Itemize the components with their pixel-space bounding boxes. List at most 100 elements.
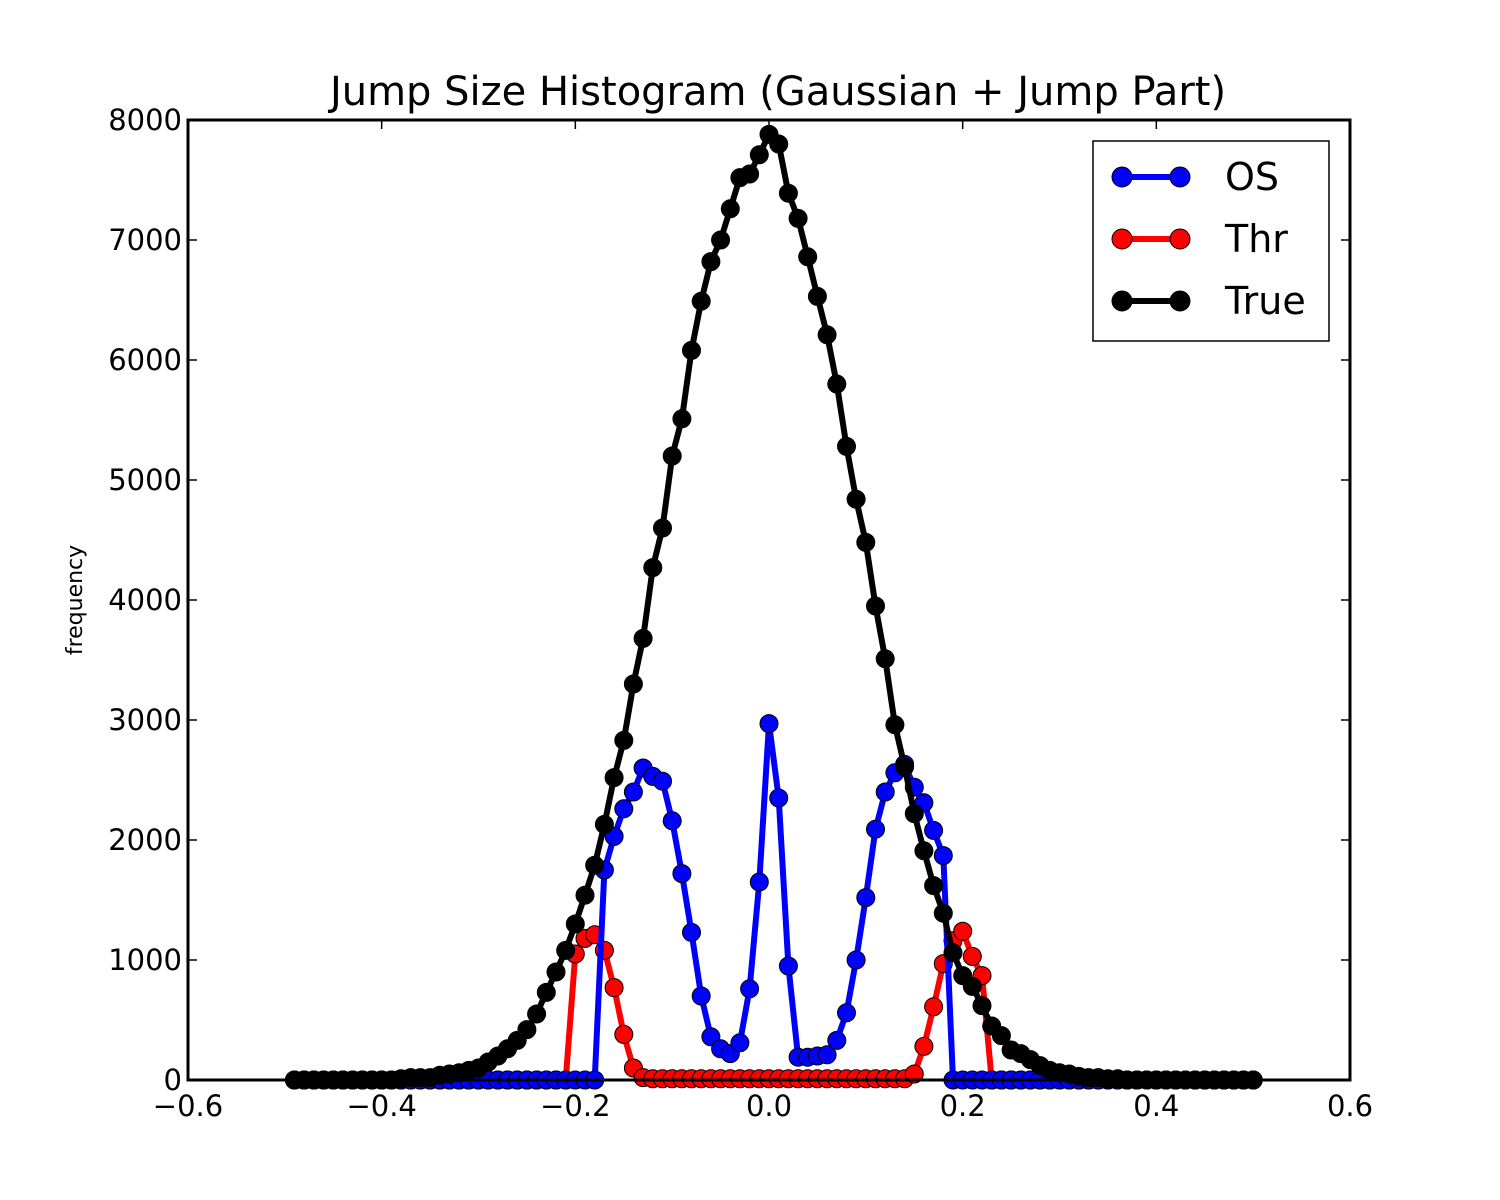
legend: OS Thr True xyxy=(1092,140,1330,342)
data-point-os xyxy=(933,846,953,866)
x-tick-label: −0.2 xyxy=(540,1089,610,1123)
data-point-os xyxy=(653,771,672,791)
data-point-thr xyxy=(604,978,624,998)
data-point-true xyxy=(885,715,905,735)
data-point-true xyxy=(972,996,992,1016)
legend-marker-true xyxy=(1169,290,1191,312)
data-point-os xyxy=(691,986,711,1006)
data-point-os xyxy=(827,1030,847,1050)
data-point-true xyxy=(827,374,847,394)
data-point-true xyxy=(575,885,595,905)
data-point-os xyxy=(846,950,866,970)
data-point-true xyxy=(643,558,663,578)
data-point-true xyxy=(740,164,760,184)
data-point-true xyxy=(672,409,692,429)
data-point-os xyxy=(924,820,944,840)
data-point-thr xyxy=(924,997,944,1017)
data-point-true xyxy=(623,674,643,694)
data-point-true xyxy=(904,804,924,824)
legend-marker-os xyxy=(1111,166,1133,188)
data-point-os xyxy=(730,1033,750,1053)
legend-marker-os xyxy=(1169,166,1191,188)
data-point-true xyxy=(517,1020,537,1040)
data-point-os xyxy=(614,799,634,819)
legend-label-os: OS xyxy=(1225,155,1279,199)
legend-marker-thr xyxy=(1169,228,1191,250)
series-os xyxy=(285,714,1263,1090)
legend-label-true: True xyxy=(1224,279,1306,323)
x-tick-label: 0.6 xyxy=(1327,1089,1373,1123)
data-point-true xyxy=(594,814,614,834)
data-point-true xyxy=(565,914,585,934)
data-point-thr xyxy=(614,1024,634,1044)
data-point-true xyxy=(527,1004,547,1024)
y-tick-label: 2000 xyxy=(108,823,182,857)
data-point-true xyxy=(633,628,653,648)
data-point-true xyxy=(769,134,789,154)
data-point-os xyxy=(778,956,798,976)
data-point-os xyxy=(759,714,779,734)
series-true xyxy=(285,124,1263,1090)
data-point-true xyxy=(546,962,566,982)
data-point-true xyxy=(614,730,634,750)
data-point-thr xyxy=(962,946,982,966)
data-point-true xyxy=(691,291,711,311)
data-point-true xyxy=(653,518,672,538)
data-point-os xyxy=(837,1003,856,1023)
x-tick-label: 0.2 xyxy=(940,1089,986,1123)
data-point-thr xyxy=(914,1036,934,1056)
y-axis-ticks: 0 1000 2000 3000 4000 5000 6000 7000 8000 xyxy=(108,103,1350,1097)
data-point-os xyxy=(672,864,692,884)
data-point-true xyxy=(991,1026,1011,1046)
y-tick-label: 1000 xyxy=(108,943,182,977)
data-point-true xyxy=(585,855,605,875)
data-point-os xyxy=(740,979,760,999)
y-tick-label: 6000 xyxy=(108,343,182,377)
x-tick-label: −0.6 xyxy=(153,1089,223,1123)
data-point-true xyxy=(846,489,866,509)
data-point-true xyxy=(556,940,576,960)
data-point-true xyxy=(837,436,856,456)
data-point-true xyxy=(914,841,934,861)
x-tick-label: 0.0 xyxy=(746,1089,792,1123)
series-line-thr xyxy=(294,928,1254,1083)
y-tick-label: 7000 xyxy=(108,223,182,257)
y-axis-label: frequency xyxy=(63,545,88,655)
data-point-os xyxy=(817,1045,837,1065)
data-point-os xyxy=(623,782,643,802)
x-tick-label: 0.4 xyxy=(1133,1089,1179,1123)
data-point-true xyxy=(682,340,701,360)
y-tick-label: 4000 xyxy=(108,583,182,617)
data-point-true xyxy=(711,230,731,250)
data-point-true xyxy=(798,247,818,267)
legend-label-thr: Thr xyxy=(1224,217,1288,261)
data-point-os xyxy=(769,788,789,808)
chart-title: Jump Size Histogram (Gaussian + Jump Par… xyxy=(327,69,1226,115)
data-point-true xyxy=(962,976,982,996)
data-point-true xyxy=(536,982,556,1002)
data-point-true xyxy=(895,757,915,777)
x-axis-ticks: −0.6 −0.4 −0.2 0.0 0.2 0.4 0.6 xyxy=(153,120,1373,1123)
data-point-true xyxy=(788,208,808,228)
series-line-os xyxy=(294,720,1254,1083)
data-point-true xyxy=(807,286,827,306)
data-point-true xyxy=(701,252,721,272)
series-thr xyxy=(285,921,1263,1090)
data-point-true xyxy=(817,325,837,345)
y-tick-label: 8000 xyxy=(108,103,182,137)
y-tick-label: 3000 xyxy=(108,703,182,737)
data-point-true xyxy=(856,532,876,552)
data-point-os xyxy=(875,782,895,802)
data-point-true xyxy=(924,876,944,896)
legend-marker-true xyxy=(1111,290,1133,312)
data-point-true xyxy=(720,199,740,219)
data-point-os xyxy=(866,819,885,839)
data-point-true xyxy=(943,943,963,963)
data-point-os xyxy=(749,872,769,892)
data-point-os xyxy=(856,888,876,908)
data-point-true xyxy=(604,768,624,788)
y-tick-label: 5000 xyxy=(108,463,182,497)
data-point-true xyxy=(749,145,769,165)
plot-frame xyxy=(186,118,1352,1082)
